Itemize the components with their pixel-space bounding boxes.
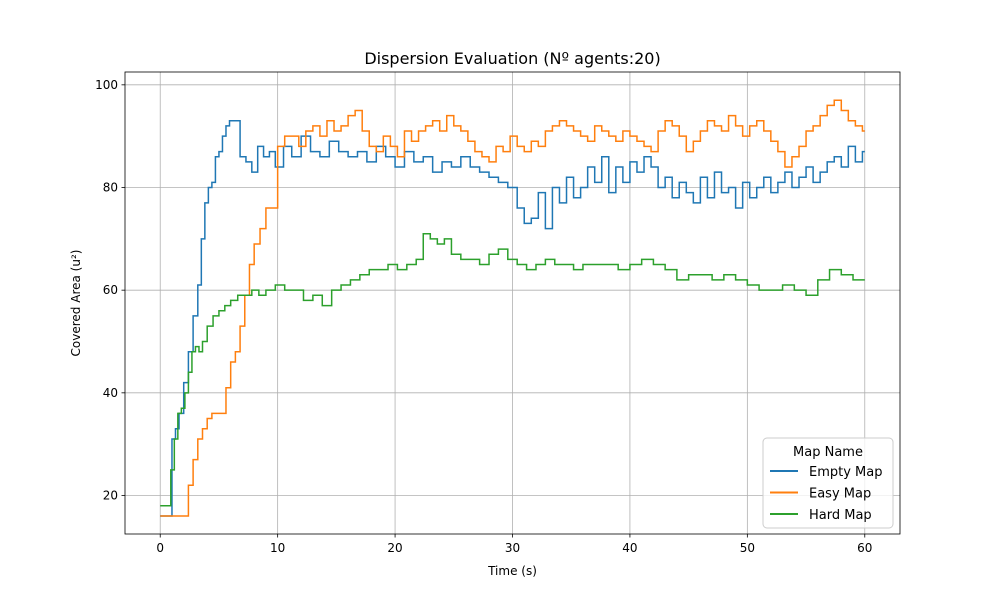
y-tick-label: 80 [103,181,118,195]
x-tick-label: 50 [740,541,755,555]
x-tick-label: 40 [622,541,637,555]
legend-title: Map Name [793,445,863,460]
legend: Map Name Empty Map Easy Map Hard Map [762,437,894,529]
y-tick-label: 100 [95,78,118,92]
series-line-easy-map [160,99,865,517]
series-line-hard-map [160,232,865,507]
legend-box [762,437,894,529]
y-axis-label: Covered Area (u²) [69,250,83,357]
y-tick-label: 40 [103,386,118,400]
chart-title: Dispersion Evaluation (Nº agents:20) [364,49,660,68]
ticks: 0 10 20 30 40 50 60 20 40 60 80 100 [95,78,872,555]
legend-label-hard-map: Hard Map [809,508,872,523]
x-tick-label: 10 [270,541,285,555]
series-layer [160,99,865,517]
legend-label-easy-map: Easy Map [809,487,871,502]
x-tick-label: 60 [857,541,872,555]
y-tick-label: 20 [103,489,118,503]
series-line-empty-map [160,120,865,517]
x-axis-label: Time (s) [487,564,537,578]
legend-label-empty-map: Empty Map [809,465,883,480]
y-tick-label: 60 [103,283,118,297]
x-tick-label: 20 [387,541,402,555]
x-tick-label: 30 [505,541,520,555]
x-tick-label: 0 [156,541,164,555]
